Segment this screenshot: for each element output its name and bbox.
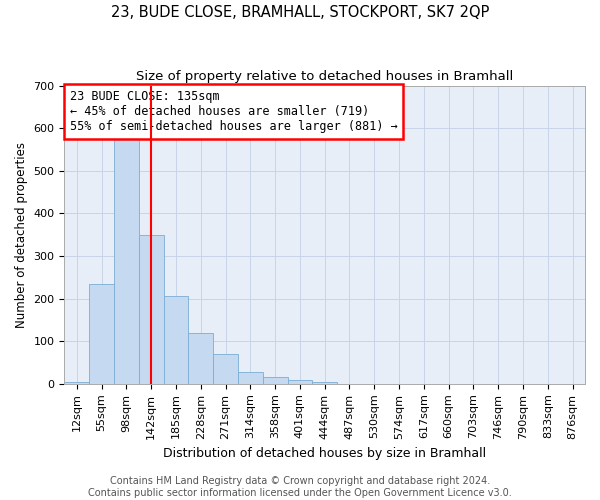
- Bar: [114, 132, 139, 384]
- Bar: [313, 382, 337, 384]
- Title: Size of property relative to detached houses in Bramhall: Size of property relative to detached ho…: [136, 70, 514, 83]
- Text: 23, BUDE CLOSE, BRAMHALL, STOCKPORT, SK7 2QP: 23, BUDE CLOSE, BRAMHALL, STOCKPORT, SK7…: [111, 5, 489, 20]
- Bar: [238, 372, 263, 384]
- Y-axis label: Number of detached properties: Number of detached properties: [15, 142, 28, 328]
- Text: 23 BUDE CLOSE: 135sqm
← 45% of detached houses are smaller (719)
55% of semi-det: 23 BUDE CLOSE: 135sqm ← 45% of detached …: [70, 90, 397, 133]
- Bar: [139, 234, 164, 384]
- Bar: [263, 378, 287, 384]
- Bar: [188, 332, 213, 384]
- X-axis label: Distribution of detached houses by size in Bramhall: Distribution of detached houses by size …: [163, 447, 486, 460]
- Bar: [89, 284, 114, 384]
- Bar: [64, 382, 89, 384]
- Bar: [287, 380, 313, 384]
- Bar: [164, 296, 188, 384]
- Bar: [213, 354, 238, 384]
- Text: Contains HM Land Registry data © Crown copyright and database right 2024.
Contai: Contains HM Land Registry data © Crown c…: [88, 476, 512, 498]
